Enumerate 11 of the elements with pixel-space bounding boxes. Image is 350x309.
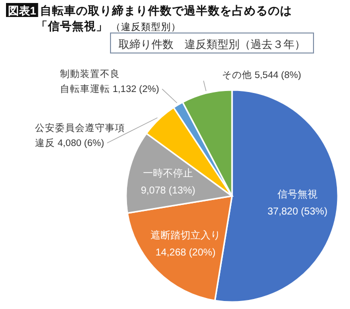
chart-title: 図表1 自転車の取り締まり件数で過半数を占めるのは「信号無視」（違反類型別） (8, 4, 292, 33)
slice-label: 遮断踏切立入り (150, 229, 221, 242)
slice-label: 信号無視 (278, 188, 318, 200)
chart-subtitle: 取締り件数 違反類型別（過去３年） (118, 38, 306, 51)
slice-label: 制動装置不良自転車運転 1,132 (2%) (60, 68, 160, 95)
slice-label: 一時不停止 (143, 168, 194, 180)
data-label: 14,268 (20%) (155, 247, 216, 258)
slice-label: その他 5,544 (8%) (222, 69, 302, 81)
data-label: 37,820 (53%) (267, 206, 328, 218)
slice-label: 公安委員会遵守事項違反 4,080 (6%) (35, 122, 125, 149)
data-label: 9,078 (13%) (140, 186, 196, 197)
